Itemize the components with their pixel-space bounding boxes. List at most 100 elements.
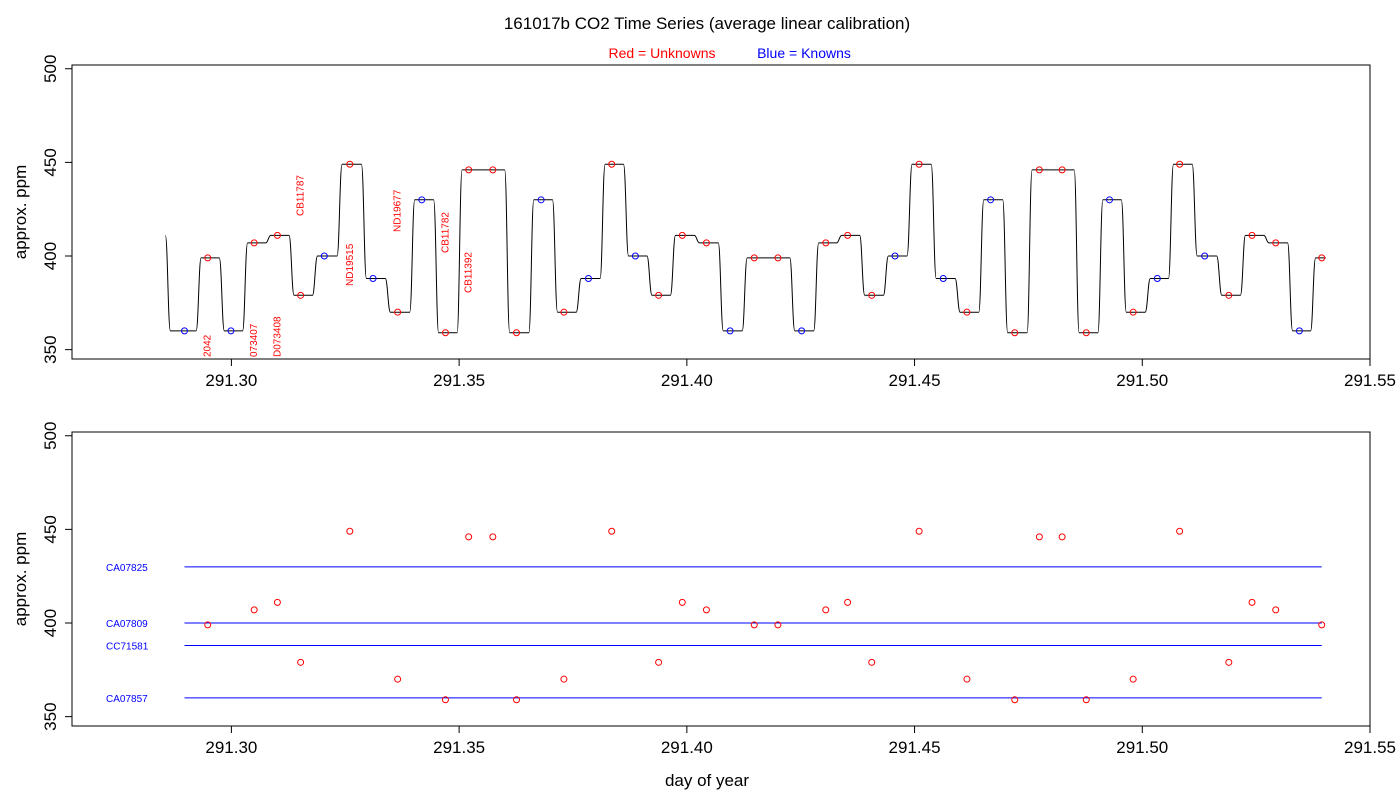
unknown-sample-marker — [204, 254, 212, 262]
known-sample-marker — [726, 327, 734, 335]
known-sample-marker — [418, 196, 426, 204]
top-y-tick-label: 500 — [41, 55, 60, 83]
unknown-sample-marker — [346, 160, 354, 168]
known-sample-marker — [891, 252, 899, 260]
unknown-point — [250, 606, 258, 614]
unknown-sample-marker — [441, 329, 449, 337]
unknown-sample-marker — [1318, 254, 1326, 262]
legend-knowns-label: Blue = Knowns — [757, 45, 851, 61]
unknown-point — [915, 527, 923, 535]
top-x-tick-label: 291.50 — [1116, 371, 1168, 390]
unknown-sample-marker — [394, 308, 402, 316]
unknown-point — [513, 696, 521, 704]
unknown-point — [1272, 606, 1280, 614]
unknown-sample-marker — [1058, 166, 1066, 174]
sample-id-label: CB11782 — [440, 212, 451, 253]
unknown-point — [346, 527, 354, 535]
unknown-point — [1248, 598, 1256, 606]
unknown-point — [273, 598, 281, 606]
unknown-point — [868, 658, 876, 666]
sample-id-label: ND19515 — [345, 243, 356, 286]
bottom-x-tick-label: 291.30 — [205, 738, 257, 757]
reference-line-label: CA07809 — [106, 619, 148, 630]
known-sample-marker — [1295, 327, 1303, 335]
bottom-x-tick-label: 291.50 — [1116, 738, 1168, 757]
unknown-point — [844, 598, 852, 606]
unknown-point — [297, 658, 305, 666]
bottom-y-axis: 350 400 450 500 — [41, 422, 73, 731]
unknown-sample-marker — [273, 231, 281, 239]
unknown-sample-marker — [489, 166, 497, 174]
unknown-point — [1318, 621, 1326, 629]
bottom-x-tick-label: 291.55 — [1344, 738, 1396, 757]
unknown-sample-marker — [560, 308, 568, 316]
unknown-point — [1011, 696, 1019, 704]
unknown-sample-labels: 2042 073407 D073408 CB11787 ND19515 ND19677 CB… — [203, 175, 475, 357]
known-sample-marker — [1153, 274, 1161, 282]
unknown-sample-marker — [868, 291, 876, 299]
unknown-point — [394, 675, 402, 683]
unknown-point — [465, 533, 473, 541]
sample-id-label: D073408 — [272, 316, 283, 357]
top-y-axis-label: approx. ppm — [11, 165, 30, 260]
bottom-x-axis: 291.30 291.35 291.40 291.45 291.50 291.55 — [205, 725, 1396, 757]
unknown-sample-marker — [702, 239, 710, 247]
unknown-sample-marker — [1082, 329, 1090, 337]
reference-line-label: CA07825 — [106, 563, 148, 574]
unknown-point — [1225, 658, 1233, 666]
known-sample-marker — [227, 327, 235, 335]
legend-unknowns-label: Red = Unknowns — [608, 45, 715, 61]
bottom-x-axis-label: day of year — [665, 771, 749, 790]
unknown-sample-marker — [774, 254, 782, 262]
unknown-sample-marker — [1248, 231, 1256, 239]
sample-id-label: 2042 — [203, 334, 214, 357]
unknown-sample-marker — [915, 160, 923, 168]
bottom-y-tick-label: 500 — [41, 422, 60, 450]
unknown-sample-marker — [513, 329, 521, 337]
known-sample-marker — [939, 274, 947, 282]
known-sample-marker — [1105, 196, 1113, 204]
unknown-sample-marker — [655, 291, 663, 299]
unknown-point — [750, 621, 758, 629]
reference-line-label: CA07857 — [106, 694, 148, 705]
unknown-sample-marker — [822, 239, 830, 247]
known-sample-marker — [584, 274, 592, 282]
unknown-sample-marker — [678, 231, 686, 239]
top-x-tick-label: 291.30 — [205, 371, 257, 390]
known-sample-marker — [798, 327, 806, 335]
known-sample-marker — [537, 196, 545, 204]
unknown-point — [560, 675, 568, 683]
unknown-point — [1129, 675, 1137, 683]
unknown-sample-marker — [1129, 308, 1137, 316]
top-y-tick-label: 400 — [41, 242, 60, 270]
unknown-points — [204, 527, 1326, 704]
top-x-tick-label: 291.45 — [889, 371, 941, 390]
unknown-point — [963, 675, 971, 683]
known-sample-marker — [631, 252, 639, 260]
unknown-point — [702, 606, 710, 614]
known-sample-marker — [987, 196, 995, 204]
bottom-panel-calibrated: approx. ppm day of year 291.30 291.35 291.… — [11, 422, 1396, 790]
top-x-tick-label: 291.40 — [661, 371, 713, 390]
top-y-tick-label: 350 — [41, 335, 60, 363]
unknown-point — [822, 606, 830, 614]
unknown-point — [489, 533, 497, 541]
bottom-y-tick-label: 400 — [41, 609, 60, 637]
unknown-sample-marker — [608, 160, 616, 168]
unknown-point — [441, 696, 449, 704]
unknown-sample-marker — [250, 239, 258, 247]
top-x-axis: 291.30 291.35 291.40 291.45 291.50 291.55 — [205, 358, 1396, 390]
bottom-y-tick-label: 450 — [41, 515, 60, 543]
unknown-sample-marker — [297, 291, 305, 299]
unknown-point — [678, 598, 686, 606]
co2-trace-line — [164, 163, 1326, 334]
sample-markers — [180, 160, 1326, 337]
top-x-tick-label: 291.55 — [1344, 371, 1396, 390]
sample-id-label: ND19677 — [393, 189, 404, 232]
top-x-tick-label: 291.35 — [433, 371, 485, 390]
unknown-point — [1082, 696, 1090, 704]
figure-title: 161017b CO2 Time Series (average linear … — [504, 14, 910, 33]
reference-line-label: CC71581 — [106, 641, 149, 652]
